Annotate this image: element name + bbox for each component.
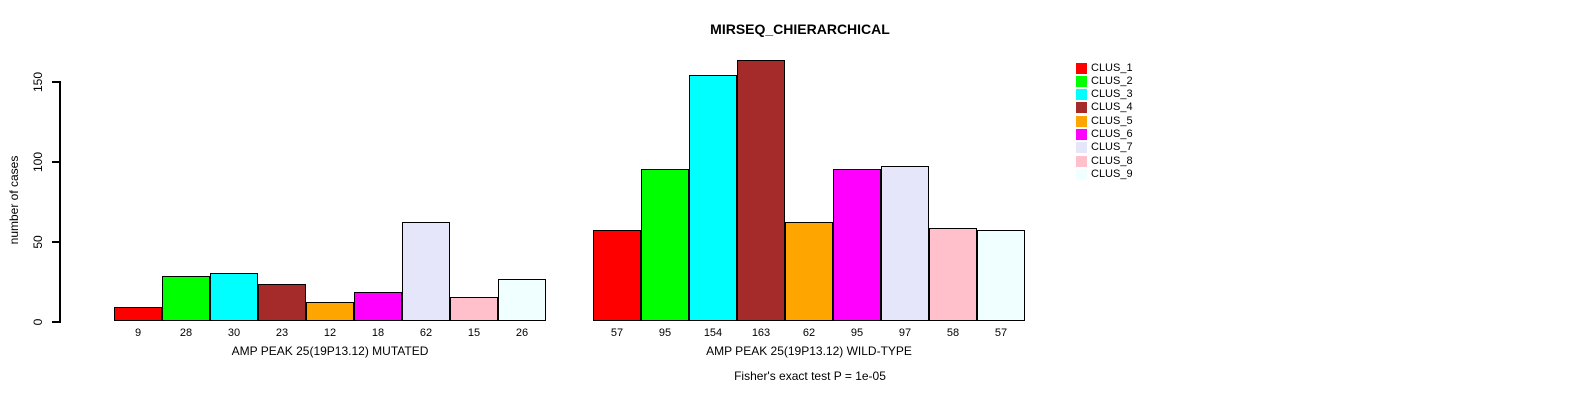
bar-value-label: 9	[134, 327, 142, 339]
legend-label: CLUS_9	[1091, 167, 1133, 180]
bar-value-label: 97	[898, 327, 912, 339]
bar	[641, 169, 689, 321]
bar-value-label: 28	[179, 327, 193, 339]
bar	[114, 307, 162, 321]
y-axis-label: number of cases	[7, 155, 21, 245]
bar	[402, 222, 450, 321]
legend-label: CLUS_3	[1091, 88, 1133, 101]
bar-value-label: 26	[515, 327, 529, 339]
bar-value-label: 23	[275, 327, 289, 339]
legend-label: CLUS_1	[1091, 61, 1133, 74]
legend-label: CLUS_4	[1091, 101, 1133, 114]
bar-value-label: 57	[994, 327, 1008, 339]
bar	[689, 75, 737, 321]
y-axis-line	[59, 81, 61, 323]
legend-label: CLUS_5	[1091, 114, 1133, 127]
legend-swatch	[1076, 142, 1087, 154]
bar	[833, 169, 881, 321]
bar-value-label: 15	[467, 327, 481, 339]
legend-label: CLUS_8	[1091, 154, 1133, 167]
legend-swatch	[1076, 89, 1087, 101]
bar-value-label: 163	[751, 327, 771, 339]
y-tick	[52, 241, 59, 243]
legend-swatch	[1076, 62, 1087, 74]
y-tick-label: 0	[31, 318, 45, 326]
bar	[258, 284, 306, 321]
bar-value-label: 57	[610, 327, 624, 339]
bar-value-label: 154	[703, 327, 723, 339]
bar	[498, 279, 546, 321]
bar	[785, 222, 833, 321]
y-tick-label: 100	[31, 151, 45, 172]
bar-value-label: 95	[850, 327, 864, 339]
group-label: AMP PEAK 25(19P13.12) MUTATED	[231, 344, 429, 358]
bar	[450, 297, 498, 321]
legend-label: CLUS_6	[1091, 128, 1133, 140]
bar-value-label: 18	[371, 327, 385, 339]
legend-swatch	[1076, 129, 1087, 140]
legend-swatch	[1076, 155, 1087, 167]
bar-value-label: 62	[419, 327, 433, 339]
y-tick	[52, 161, 59, 163]
y-tick	[52, 81, 59, 83]
bar-value-label: 95	[658, 327, 672, 339]
bar	[354, 292, 402, 321]
footnote: Fisher's exact test P = 1e-05	[734, 369, 886, 383]
bar-value-label: 58	[946, 327, 960, 339]
group-label: AMP PEAK 25(19P13.12) WILD-TYPE	[706, 344, 912, 358]
chart-title: MIRSEQ_CHIERARCHICAL	[710, 21, 890, 37]
bar	[593, 230, 641, 321]
bar	[162, 276, 210, 321]
y-tick-label: 150	[31, 71, 45, 92]
bar	[929, 228, 977, 321]
bar	[737, 60, 785, 321]
bar-value-label: 30	[227, 327, 241, 339]
legend-label: CLUS_7	[1091, 141, 1133, 154]
y-tick-label: 50	[31, 235, 45, 249]
bar	[977, 230, 1025, 321]
bar	[210, 273, 258, 321]
bar-value-label: 12	[323, 327, 337, 339]
bar	[306, 302, 354, 321]
legend-swatch	[1076, 102, 1087, 114]
bar-value-label: 62	[802, 327, 816, 339]
legend-swatch	[1076, 115, 1087, 127]
legend-swatch	[1076, 168, 1087, 180]
legend-label: CLUS_2	[1091, 74, 1133, 87]
legend-swatch	[1076, 75, 1087, 87]
bar	[881, 166, 929, 321]
y-tick	[52, 321, 59, 323]
